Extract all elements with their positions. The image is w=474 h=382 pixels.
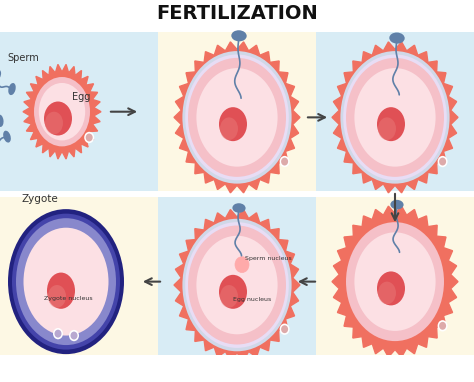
Ellipse shape <box>16 218 116 345</box>
Ellipse shape <box>343 55 447 180</box>
Ellipse shape <box>232 203 246 213</box>
Circle shape <box>55 330 62 338</box>
Ellipse shape <box>39 83 85 141</box>
Ellipse shape <box>182 51 292 184</box>
Circle shape <box>439 158 446 165</box>
Circle shape <box>439 322 446 330</box>
Ellipse shape <box>24 228 109 335</box>
Ellipse shape <box>220 117 238 140</box>
Text: Egg: Egg <box>72 92 91 102</box>
Circle shape <box>69 330 79 341</box>
Ellipse shape <box>0 70 1 81</box>
Text: FERTILIZATION: FERTILIZATION <box>156 4 318 23</box>
Ellipse shape <box>45 112 63 134</box>
Ellipse shape <box>196 68 278 167</box>
Ellipse shape <box>355 232 436 331</box>
Circle shape <box>438 320 447 332</box>
Ellipse shape <box>12 214 120 350</box>
Text: Egg nucleus: Egg nucleus <box>233 297 271 302</box>
Ellipse shape <box>3 131 11 142</box>
Polygon shape <box>332 206 458 357</box>
Text: Zygote nucleus: Zygote nucleus <box>44 296 92 301</box>
Ellipse shape <box>34 77 90 146</box>
Ellipse shape <box>220 285 238 308</box>
Polygon shape <box>332 42 458 193</box>
Polygon shape <box>23 65 101 159</box>
Ellipse shape <box>391 200 403 209</box>
Ellipse shape <box>8 209 124 354</box>
Text: Zygote: Zygote <box>22 194 59 204</box>
Polygon shape <box>174 210 300 361</box>
Ellipse shape <box>47 273 75 309</box>
Ellipse shape <box>188 225 286 345</box>
Text: Sperm nucleus: Sperm nucleus <box>245 256 292 261</box>
Circle shape <box>235 257 249 273</box>
Text: dreamstime.com: dreamstime.com <box>9 364 86 373</box>
Circle shape <box>280 324 290 335</box>
Ellipse shape <box>389 32 405 44</box>
Bar <box>316 197 474 355</box>
Ellipse shape <box>378 282 396 304</box>
Ellipse shape <box>340 51 450 184</box>
Circle shape <box>86 134 93 141</box>
Ellipse shape <box>219 107 247 141</box>
Ellipse shape <box>0 115 3 127</box>
Circle shape <box>280 156 290 167</box>
Bar <box>0 32 158 191</box>
Ellipse shape <box>377 107 405 141</box>
Bar <box>316 32 474 191</box>
Ellipse shape <box>378 117 396 140</box>
Ellipse shape <box>196 236 278 334</box>
Circle shape <box>84 132 94 143</box>
Ellipse shape <box>377 272 405 306</box>
Ellipse shape <box>188 58 286 177</box>
Ellipse shape <box>185 222 289 348</box>
Ellipse shape <box>44 102 72 136</box>
Ellipse shape <box>219 275 247 309</box>
Circle shape <box>281 158 288 165</box>
Ellipse shape <box>355 68 436 167</box>
Ellipse shape <box>231 30 246 41</box>
Text: Sperm: Sperm <box>7 53 39 63</box>
Ellipse shape <box>346 222 444 341</box>
Bar <box>0 197 158 355</box>
Text: ID 148692243  Veerathada Khaipet: ID 148692243 Veerathada Khaipet <box>306 364 465 373</box>
Polygon shape <box>174 42 300 193</box>
Circle shape <box>53 328 63 339</box>
Circle shape <box>71 332 78 340</box>
Ellipse shape <box>182 219 292 351</box>
Ellipse shape <box>48 285 66 308</box>
Ellipse shape <box>8 83 16 95</box>
Ellipse shape <box>346 58 444 177</box>
Circle shape <box>438 156 447 167</box>
Ellipse shape <box>185 55 289 180</box>
Bar <box>158 32 316 191</box>
Bar <box>158 197 316 355</box>
Circle shape <box>281 325 288 333</box>
